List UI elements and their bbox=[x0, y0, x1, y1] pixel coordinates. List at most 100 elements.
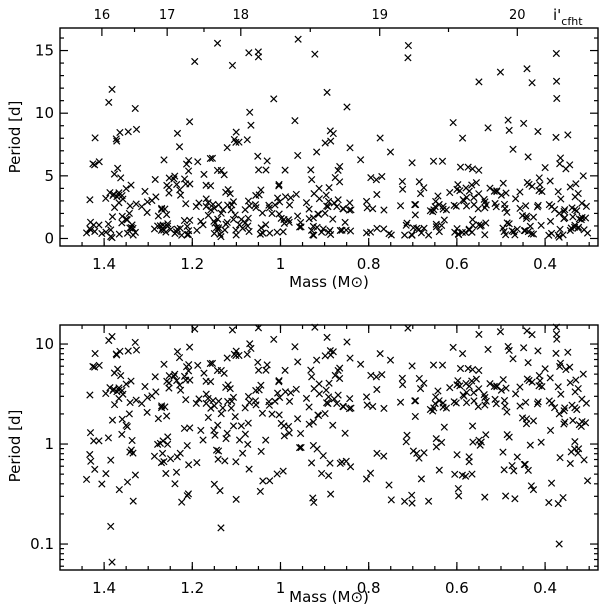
top-data-point bbox=[434, 192, 442, 200]
bottom-data-point bbox=[342, 457, 350, 465]
bottom-data-point bbox=[529, 417, 538, 425]
bottom-data-point bbox=[291, 343, 299, 351]
bottom-data-point bbox=[125, 410, 133, 418]
bottom-data-point bbox=[197, 426, 205, 435]
bottom-data-point bbox=[453, 451, 461, 459]
bottom-data-point bbox=[582, 399, 591, 407]
top-data-point bbox=[294, 151, 302, 160]
bottom-data-point bbox=[280, 432, 288, 440]
bottom-data-point bbox=[472, 375, 481, 383]
bottom-data-point bbox=[172, 468, 181, 476]
bottom-data-point bbox=[235, 436, 244, 444]
top-data-point bbox=[319, 225, 327, 233]
bottom-data-point bbox=[295, 444, 304, 452]
bottom-data-point bbox=[440, 423, 448, 431]
top-data-point bbox=[509, 145, 517, 153]
bottom-data-point bbox=[191, 325, 199, 333]
top-data-point bbox=[112, 135, 120, 143]
bottom-data-point bbox=[499, 448, 507, 456]
bottom-data-point bbox=[112, 350, 120, 358]
bottom-x-axis-label: Mass (M⊙) bbox=[289, 588, 369, 606]
magnitude-tick-label: 19 bbox=[371, 8, 388, 23]
bottom-data-point bbox=[148, 392, 156, 400]
bottom-data-point bbox=[107, 456, 115, 464]
bottom-data-point bbox=[496, 328, 505, 336]
bottom-data-point bbox=[297, 443, 305, 452]
bottom-data-point bbox=[319, 452, 327, 460]
top-data-point bbox=[102, 194, 110, 203]
bottom-data-point bbox=[403, 431, 411, 439]
bottom-data-point bbox=[509, 355, 517, 363]
bottom-data-point bbox=[564, 348, 572, 356]
bottom-data-point bbox=[309, 418, 317, 426]
top-data-point bbox=[522, 212, 531, 220]
top-data-point bbox=[502, 189, 510, 197]
top-data-point bbox=[341, 218, 349, 227]
bottom-data-point bbox=[325, 379, 333, 387]
top-data-point bbox=[376, 134, 384, 142]
bottom-data-point bbox=[367, 371, 375, 380]
bottom-data-point bbox=[220, 369, 228, 378]
bottom-data-point bbox=[185, 461, 193, 469]
bottom-data-point bbox=[90, 437, 98, 445]
top-data-point bbox=[505, 220, 513, 228]
bottom-data-point bbox=[552, 323, 560, 331]
bottom-data-point bbox=[486, 380, 494, 388]
bottom-data-point bbox=[369, 402, 377, 411]
bottom-data-point bbox=[324, 393, 333, 401]
bottom-data-point bbox=[491, 395, 499, 404]
top-data-point bbox=[245, 227, 253, 236]
bottom-x-ticks: 1.4 1.2 1 0.8 0.6 0.4 bbox=[81, 325, 590, 597]
top-data-point bbox=[545, 231, 553, 239]
top-data-point bbox=[246, 108, 254, 116]
bottom-data-point bbox=[305, 420, 313, 428]
bottom-data-point bbox=[452, 399, 460, 407]
top-data-point bbox=[175, 143, 184, 151]
top-data-point bbox=[468, 181, 476, 189]
bottom-data-point bbox=[460, 392, 468, 400]
bottom-data-point bbox=[86, 429, 95, 437]
bottom-data-point bbox=[245, 465, 253, 473]
bottom-y-axis-label: Period [d] bbox=[6, 410, 24, 483]
bottom-data-point bbox=[437, 438, 446, 447]
top-data-point bbox=[90, 221, 98, 229]
top-data-point bbox=[192, 202, 200, 211]
top-data-point bbox=[475, 166, 483, 174]
top-data-point bbox=[237, 215, 245, 224]
bottom-data-point bbox=[409, 447, 418, 455]
bottom-data-point bbox=[499, 375, 507, 384]
bottom-data-point bbox=[285, 397, 294, 405]
bottom-data-point bbox=[138, 399, 146, 408]
linear-period-panel: 1.4 1.2 1 0.8 0.6 0.4 0 5 10 15 16 17 18 19 20 i'cfh… bbox=[6, 6, 599, 291]
bottom-data-point bbox=[314, 411, 322, 419]
top-data-point bbox=[294, 35, 302, 43]
bottom-data-point bbox=[91, 465, 99, 473]
top-data-point bbox=[108, 85, 116, 94]
top-data-point bbox=[305, 205, 313, 213]
top-data-point bbox=[534, 127, 542, 136]
top-data-point bbox=[386, 148, 395, 156]
bottom-data-point bbox=[237, 422, 245, 430]
bottom-data-point bbox=[108, 332, 116, 341]
top-data-point bbox=[180, 216, 189, 225]
bottom-data-point bbox=[408, 362, 416, 370]
bottom-data-point bbox=[500, 466, 508, 474]
top-data-point bbox=[432, 223, 440, 231]
bottom-data-point bbox=[195, 395, 203, 403]
top-data-point bbox=[262, 221, 270, 229]
top-data-point bbox=[537, 221, 545, 230]
top-data-point bbox=[232, 138, 240, 146]
top-data-point bbox=[554, 188, 562, 196]
top-data-point bbox=[555, 233, 563, 241]
top-data-point bbox=[378, 172, 386, 181]
top-data-point bbox=[219, 206, 227, 214]
bottom-data-point bbox=[180, 372, 189, 380]
top-data-point bbox=[363, 204, 371, 212]
top-data-point bbox=[314, 210, 322, 218]
bottom-data-point bbox=[296, 429, 305, 438]
top-data-point bbox=[232, 231, 240, 239]
bottom-data-point bbox=[131, 338, 139, 347]
top-data-point bbox=[229, 198, 238, 206]
top-data-point bbox=[347, 206, 355, 214]
